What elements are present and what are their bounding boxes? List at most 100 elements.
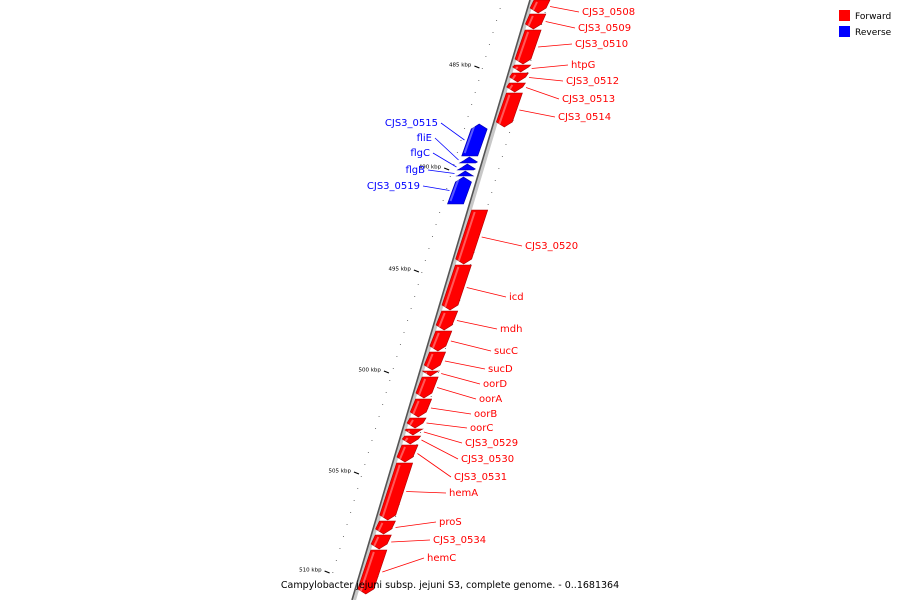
gene-label[interactable]: proS [439, 517, 462, 528]
gene-label[interactable]: CJS3_0515 [385, 118, 438, 129]
gene-highlight [449, 178, 460, 202]
major-tick [324, 570, 330, 574]
legend-item-forward[interactable]: Forward [839, 10, 891, 22]
gene-CJS3_0529[interactable] [404, 428, 424, 436]
gene-label[interactable]: CJS3_0531 [454, 472, 507, 483]
gene-label[interactable]: icd [509, 292, 524, 303]
gene-proS[interactable] [375, 520, 396, 535]
gene-CJS3_0530[interactable] [401, 435, 422, 445]
gene-label[interactable]: hemA [449, 488, 478, 499]
gene-label[interactable]: CJS3_0512 [566, 76, 619, 87]
gene-CJS3_0534[interactable] [370, 534, 392, 550]
gene-label[interactable]: mdh [500, 324, 522, 335]
forward-gene-arrow [409, 398, 433, 418]
gene-oorA[interactable] [415, 376, 439, 399]
tick-label: 505 kbp [329, 469, 352, 475]
forward-gene-arrow [525, 13, 547, 30]
reverse-gene-arrow [455, 170, 475, 177]
gene-CJS3_0510[interactable] [514, 29, 542, 65]
gene-flgC[interactable] [456, 163, 476, 171]
minor-tick [430, 396, 432, 397]
minor-tick [487, 204, 489, 205]
gene-label[interactable]: htpG [571, 60, 595, 71]
minor-tick [464, 128, 466, 129]
legend-item-reverse[interactable]: Reverse [839, 26, 892, 38]
gene-label[interactable]: CJS3_0519 [367, 181, 420, 192]
major-tick [413, 269, 420, 273]
gene-label[interactable]: oorD [483, 379, 507, 390]
gene-hemC[interactable] [357, 549, 388, 595]
gene-label[interactable]: CJS3_0529 [465, 438, 518, 449]
gene-CJS3_0508[interactable] [529, 0, 551, 14]
forward-gene-arrow [506, 82, 526, 93]
forward-gene-arrow [404, 428, 424, 436]
gene-htpG[interactable] [512, 64, 532, 73]
label-connector [427, 169, 455, 174]
gene-CJS3_0515[interactable] [461, 123, 488, 157]
minor-tick [328, 584, 330, 585]
gene-highlight [377, 522, 384, 532]
minor-tick [442, 200, 444, 201]
gene-oorD[interactable] [421, 370, 440, 377]
gene-CJS3_0512[interactable] [509, 72, 529, 83]
gene-highlight [381, 464, 401, 518]
legend: Forward Reverse [839, 10, 892, 38]
gene-label[interactable]: CJS3_0509 [578, 23, 631, 34]
minor-tick [378, 416, 380, 417]
minor-tick [499, 8, 501, 9]
label-connector [436, 387, 477, 400]
minor-tick [364, 464, 366, 465]
gene-label[interactable]: flgC [410, 148, 430, 159]
gene-oorC[interactable] [406, 417, 427, 429]
label-connector [528, 77, 564, 82]
gene-label[interactable]: oorB [474, 409, 497, 420]
minor-tick [456, 152, 458, 153]
gene-label[interactable]: oorC [470, 423, 493, 434]
gene-CJS3_0509[interactable] [525, 13, 547, 30]
gene-sucC[interactable] [429, 330, 453, 352]
gene-label[interactable]: CJS3_0510 [575, 39, 628, 50]
gene-CJS3_0519[interactable] [447, 176, 472, 205]
minor-tick [439, 212, 441, 213]
gene-sucD[interactable] [423, 351, 447, 371]
gene-label[interactable]: CJS3_0534 [433, 535, 486, 546]
gene-label[interactable]: hemC [427, 553, 456, 564]
label-connector [395, 521, 437, 528]
gene-CJS3_0513[interactable] [506, 82, 526, 93]
minor-tick [505, 144, 507, 145]
label-connector [423, 431, 463, 444]
gene-label[interactable]: CJS3_0520 [525, 241, 578, 252]
gene-icd[interactable] [441, 264, 472, 311]
minor-tick [491, 192, 493, 193]
gene-features [357, 0, 551, 595]
gene-highlight [426, 353, 434, 368]
gene-label[interactable]: sucC [494, 346, 518, 357]
minor-tick [403, 332, 405, 333]
gene-label[interactable]: flgB [405, 165, 425, 176]
gene-label[interactable]: oorA [479, 394, 502, 405]
gene-mdh[interactable] [435, 310, 459, 331]
gene-hemA[interactable] [379, 462, 414, 521]
gene-fliE[interactable] [458, 156, 479, 164]
gene-flgB[interactable] [455, 170, 475, 177]
gene-CJS3_0514[interactable] [495, 92, 523, 128]
gene-label[interactable]: CJS3_0530 [461, 454, 514, 465]
gene-CJS3_0520[interactable] [455, 209, 489, 265]
reverse-gene-arrow [461, 123, 488, 157]
gene-oorB[interactable] [409, 398, 433, 418]
minor-tick [342, 536, 344, 537]
minor-tick [399, 344, 401, 345]
minor-tick [375, 428, 377, 429]
gene-label[interactable]: sucD [488, 364, 513, 375]
reverse-swatch [839, 26, 850, 37]
minor-tick [410, 308, 412, 309]
gene-CJS3_0531[interactable] [396, 444, 419, 463]
gene-label[interactable]: CJS3_0513 [562, 94, 615, 105]
minor-tick [420, 432, 422, 433]
gene-label[interactable]: CJS3_0514 [558, 112, 611, 123]
minor-tick [530, 60, 532, 61]
gene-highlight [431, 332, 440, 349]
gene-label[interactable]: CJS3_0508 [582, 7, 635, 18]
gene-label[interactable]: fliE [417, 133, 432, 144]
gene-highlight [399, 446, 406, 460]
